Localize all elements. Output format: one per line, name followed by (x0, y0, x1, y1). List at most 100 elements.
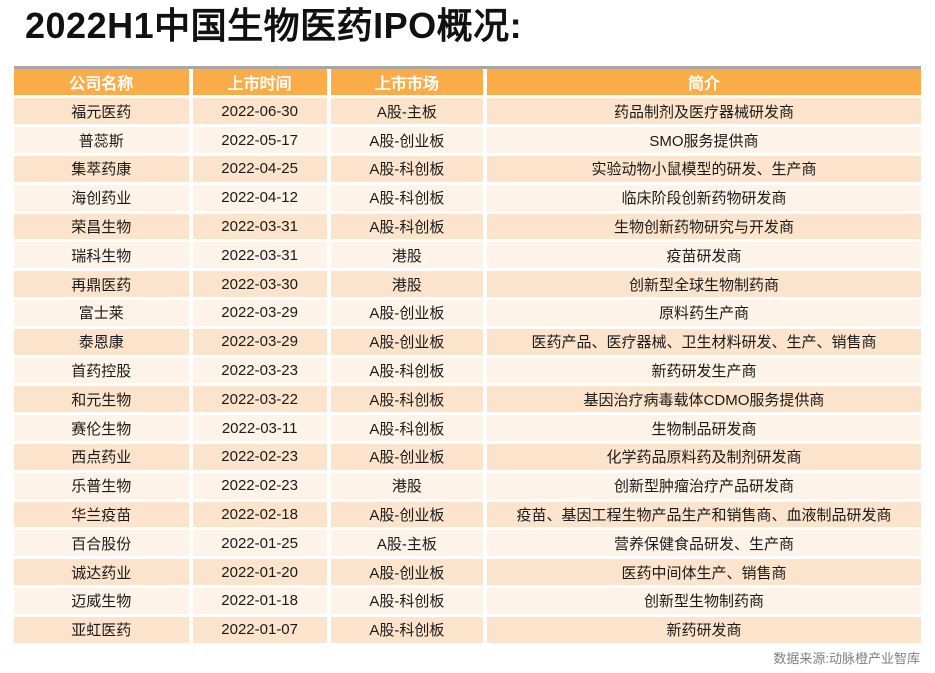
company-name-cell: 福元医药 (14, 98, 189, 125)
table-row: 泰恩康 2022-03-29 A股-创业板 医药产品、医疗器械、卫生材料研发、生产、销… (14, 328, 921, 355)
company-name-cell: 诚达药业 (14, 559, 189, 585)
description-cell: 临床阶段创新药物研发商 (486, 184, 921, 211)
listing-market-cell: A股-科创板 (330, 357, 483, 384)
listing-date-cell: 2022-03-11 (192, 415, 327, 441)
company-name-cell: 瑞科生物 (14, 242, 189, 269)
slide: 2022H1中国生物医药IPO概况: 公司名称 上市时间 上市市场 简介 福元医药 20… (0, 5, 935, 673)
description-cell: 生物创新药物研究与开发商 (486, 213, 921, 240)
listing-market-cell: A股-科创板 (330, 155, 483, 182)
company-name-cell: 荣昌生物 (14, 213, 189, 240)
description-cell: 创新型全球生物制药商 (486, 271, 921, 297)
description-cell: 创新型肿瘤治疗产品研发商 (486, 472, 921, 499)
listing-market-cell: A股-科创板 (330, 616, 483, 643)
company-name-cell: 和元生物 (14, 386, 189, 413)
column-header: 公司名称 (14, 69, 189, 96)
description-cell: 医药产品、医疗器械、卫生材料研发、生产、销售商 (486, 328, 921, 355)
listing-market-cell: A股-科创板 (330, 184, 483, 211)
description-cell: 创新型生物制药商 (486, 587, 921, 614)
listing-date-cell: 2022-03-30 (192, 271, 327, 297)
company-name-cell: 普蕊斯 (14, 127, 189, 153)
table-row: 海创药业 2022-04-12 A股-科创板 临床阶段创新药物研发商 (14, 184, 921, 211)
table-row: 集萃药康 2022-04-25 A股-科创板 实验动物小鼠模型的研发、生产商 (14, 155, 921, 182)
listing-market-cell: A股-主板 (330, 530, 483, 557)
listing-date-cell: 2022-04-25 (192, 155, 327, 182)
description-cell: 化学药品原料药及制剂研发商 (486, 443, 921, 470)
company-name-cell: 西点药业 (14, 443, 189, 470)
company-name-cell: 集萃药康 (14, 155, 189, 182)
description-cell: 原料药生产商 (486, 299, 921, 326)
listing-date-cell: 2022-02-18 (192, 501, 327, 528)
listing-market-cell: A股-创业板 (330, 299, 483, 326)
table-row: 和元生物 2022-03-22 A股-科创板 基因治疗病毒载体CDMO服务提供商 (14, 386, 921, 413)
table-row: 诚达药业 2022-01-20 A股-创业板 医药中间体生产、销售商 (14, 559, 921, 585)
listing-date-cell: 2022-03-29 (192, 299, 327, 326)
table-row: 西点药业 2022-02-23 A股-创业板 化学药品原料药及制剂研发商 (14, 443, 921, 470)
data-source-note: 数据来源:动脉橙产业智库 (773, 650, 920, 666)
table-header-row: 公司名称 上市时间 上市市场 简介 (14, 69, 921, 96)
description-cell: 疫苗研发商 (486, 242, 921, 269)
listing-market-cell: 港股 (330, 472, 483, 499)
listing-market-cell: A股-科创板 (330, 386, 483, 413)
listing-date-cell: 2022-01-25 (192, 530, 327, 557)
description-cell: SMO服务提供商 (486, 127, 921, 153)
listing-date-cell: 2022-02-23 (192, 443, 327, 470)
listing-date-cell: 2022-03-31 (192, 213, 327, 240)
listing-date-cell: 2022-03-22 (192, 386, 327, 413)
listing-date-cell: 2022-04-12 (192, 184, 327, 211)
column-header: 上市时间 (192, 69, 327, 96)
table-row: 首药控股 2022-03-23 A股-科创板 新药研发生产商 (14, 357, 921, 384)
listing-date-cell: 2022-03-23 (192, 357, 327, 384)
column-header: 上市市场 (330, 69, 483, 96)
ipo-table: 公司名称 上市时间 上市市场 简介 福元医药 2022-06-30 A股-主板 药品制剂及医… (14, 69, 921, 643)
listing-market-cell: A股-创业板 (330, 328, 483, 355)
table-row: 百合股份 2022-01-25 A股-主板 营养保健食品研发、生产商 (14, 530, 921, 557)
company-name-cell: 海创药业 (14, 184, 189, 211)
table-row: 乐普生物 2022-02-23 港股 创新型肿瘤治疗产品研发商 (14, 472, 921, 499)
ipo-table-container: 公司名称 上市时间 上市市场 简介 福元医药 2022-06-30 A股-主板 药品制剂及医… (14, 66, 921, 643)
company-name-cell: 赛伦生物 (14, 415, 189, 441)
listing-market-cell: A股-科创板 (330, 213, 483, 240)
description-cell: 实验动物小鼠模型的研发、生产商 (486, 155, 921, 182)
description-cell: 疫苗、基因工程生物产品生产和销售商、血液制品研发商 (486, 501, 921, 528)
table-row: 普蕊斯 2022-05-17 A股-创业板 SMO服务提供商 (14, 127, 921, 153)
listing-market-cell: A股-创业板 (330, 559, 483, 585)
listing-market-cell: A股-科创板 (330, 415, 483, 441)
listing-date-cell: 2022-01-18 (192, 587, 327, 614)
listing-market-cell: A股-创业板 (330, 501, 483, 528)
description-cell: 基因治疗病毒载体CDMO服务提供商 (486, 386, 921, 413)
table-row: 福元医药 2022-06-30 A股-主板 药品制剂及医疗器械研发商 (14, 98, 921, 125)
company-name-cell: 亚虹医药 (14, 616, 189, 643)
table-row: 再鼎医药 2022-03-30 港股 创新型全球生物制药商 (14, 271, 921, 297)
listing-market-cell: A股-创业板 (330, 443, 483, 470)
listing-date-cell: 2022-03-31 (192, 242, 327, 269)
listing-date-cell: 2022-01-20 (192, 559, 327, 585)
company-name-cell: 富士莱 (14, 299, 189, 326)
table-row: 亚虹医药 2022-01-07 A股-科创板 新药研发商 (14, 616, 921, 643)
listing-date-cell: 2022-02-23 (192, 472, 327, 499)
listing-market-cell: 港股 (330, 242, 483, 269)
description-cell: 生物制品研发商 (486, 415, 921, 441)
page-title: 2022H1中国生物医药IPO概况: (25, 5, 523, 46)
table-row: 荣昌生物 2022-03-31 A股-科创板 生物创新药物研究与开发商 (14, 213, 921, 240)
listing-date-cell: 2022-05-17 (192, 127, 327, 153)
listing-market-cell: A股-主板 (330, 98, 483, 125)
company-name-cell: 首药控股 (14, 357, 189, 384)
listing-date-cell: 2022-06-30 (192, 98, 327, 125)
table-row: 赛伦生物 2022-03-11 A股-科创板 生物制品研发商 (14, 415, 921, 441)
listing-date-cell: 2022-01-07 (192, 616, 327, 643)
company-name-cell: 华兰疫苗 (14, 501, 189, 528)
table-row: 瑞科生物 2022-03-31 港股 疫苗研发商 (14, 242, 921, 269)
company-name-cell: 迈威生物 (14, 587, 189, 614)
description-cell: 新药研发生产商 (486, 357, 921, 384)
description-cell: 药品制剂及医疗器械研发商 (486, 98, 921, 125)
company-name-cell: 泰恩康 (14, 328, 189, 355)
listing-market-cell: A股-科创板 (330, 587, 483, 614)
table-row: 华兰疫苗 2022-02-18 A股-创业板 疫苗、基因工程生物产品生产和销售商、血液… (14, 501, 921, 528)
listing-date-cell: 2022-03-29 (192, 328, 327, 355)
description-cell: 新药研发商 (486, 616, 921, 643)
table-row: 富士莱 2022-03-29 A股-创业板 原料药生产商 (14, 299, 921, 326)
table-row: 迈威生物 2022-01-18 A股-科创板 创新型生物制药商 (14, 587, 921, 614)
column-header: 简介 (486, 69, 921, 96)
description-cell: 营养保健食品研发、生产商 (486, 530, 921, 557)
description-cell: 医药中间体生产、销售商 (486, 559, 921, 585)
